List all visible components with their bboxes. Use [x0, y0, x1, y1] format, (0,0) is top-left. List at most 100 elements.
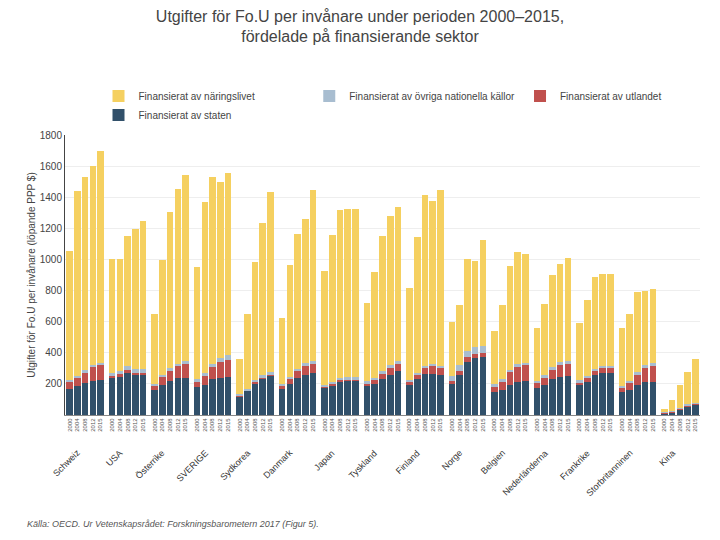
svg-text:Utgifter för Fo.U per invånare: Utgifter för Fo.U per invånare under per…: [156, 8, 564, 46]
svg-text:2000: 2000: [67, 418, 73, 432]
svg-text:2008: 2008: [422, 418, 428, 432]
svg-text:2008: 2008: [337, 418, 343, 432]
svg-text:2012: 2012: [600, 418, 606, 432]
svg-text:2008: 2008: [125, 418, 131, 432]
svg-text:2015: 2015: [352, 418, 358, 432]
svg-text:2012: 2012: [217, 418, 223, 432]
svg-text:2008: 2008: [82, 418, 88, 432]
svg-text:2000: 2000: [449, 418, 455, 432]
svg-text:2000: 2000: [619, 418, 625, 432]
svg-text:Nederländerna: Nederländerna: [501, 448, 550, 497]
svg-text:1600: 1600: [40, 161, 63, 172]
svg-text:2004: 2004: [117, 418, 123, 432]
svg-text:2015: 2015: [395, 418, 401, 432]
svg-text:1800: 1800: [40, 130, 63, 141]
svg-text:2004: 2004: [159, 418, 165, 432]
svg-text:2000: 2000: [661, 418, 667, 432]
svg-text:Tyskland: Tyskland: [347, 448, 379, 480]
svg-text:2015: 2015: [310, 418, 316, 432]
svg-text:200: 200: [45, 378, 62, 389]
svg-text:2004: 2004: [542, 418, 548, 432]
svg-text:1000: 1000: [40, 254, 63, 265]
svg-text:2008: 2008: [549, 418, 555, 432]
svg-text:2015: 2015: [97, 418, 103, 432]
svg-text:2012: 2012: [387, 418, 393, 432]
svg-text:1400: 1400: [40, 192, 63, 203]
svg-text:2008: 2008: [677, 418, 683, 432]
svg-text:Danmark: Danmark: [261, 447, 294, 480]
svg-text:2012: 2012: [685, 418, 691, 432]
svg-text:2012: 2012: [642, 418, 648, 432]
svg-text:2015: 2015: [480, 418, 486, 432]
svg-text:400: 400: [45, 347, 62, 358]
svg-text:SVERIGE: SVERIGE: [175, 448, 210, 483]
svg-text:2008: 2008: [252, 418, 258, 432]
svg-text:2008: 2008: [167, 418, 173, 432]
svg-text:2008: 2008: [507, 418, 513, 432]
svg-text:Källa: OECD. Ur Vetenskapsråde: Källa: OECD. Ur Vetenskapsrådet: Forskni…: [27, 519, 319, 529]
svg-text:2000: 2000: [152, 418, 158, 432]
svg-text:2015: 2015: [692, 418, 698, 432]
svg-text:1200: 1200: [40, 223, 63, 234]
svg-text:2012: 2012: [345, 418, 351, 432]
svg-text:2000: 2000: [237, 418, 243, 432]
svg-text:2000: 2000: [406, 418, 412, 432]
svg-text:2008: 2008: [634, 418, 640, 432]
svg-text:2012: 2012: [557, 418, 563, 432]
svg-text:Finansierat av utlandet: Finansierat av utlandet: [560, 91, 661, 102]
svg-text:Japan: Japan: [312, 448, 336, 472]
svg-text:2012: 2012: [260, 418, 266, 432]
svg-text:2012: 2012: [302, 418, 308, 432]
svg-text:2004: 2004: [372, 418, 378, 432]
svg-text:2000: 2000: [576, 418, 582, 432]
svg-text:Österrike: Österrike: [134, 448, 167, 481]
svg-text:Utgifter för Fo.U per invånare: Utgifter för Fo.U per invånare (löpande …: [26, 172, 37, 377]
svg-text:2015: 2015: [650, 418, 656, 432]
svg-text:Storbritanninen: Storbritanninen: [584, 448, 634, 498]
svg-text:2004: 2004: [244, 418, 250, 432]
svg-text:2012: 2012: [90, 418, 96, 432]
svg-text:2008: 2008: [379, 418, 385, 432]
svg-text:2004: 2004: [287, 418, 293, 432]
svg-text:2015: 2015: [182, 418, 188, 432]
svg-text:2015: 2015: [437, 418, 443, 432]
svg-text:2004: 2004: [329, 418, 335, 432]
svg-text:Finansierat av staten: Finansierat av staten: [139, 110, 232, 121]
svg-text:2000: 2000: [109, 418, 115, 432]
svg-text:Norge: Norge: [440, 448, 464, 472]
svg-text:2015: 2015: [225, 418, 231, 432]
svg-text:Finland: Finland: [394, 448, 422, 476]
svg-text:2008: 2008: [210, 418, 216, 432]
svg-text:2000: 2000: [279, 418, 285, 432]
svg-text:Belgien: Belgien: [479, 448, 507, 476]
svg-text:2000: 2000: [534, 418, 540, 432]
svg-text:2015: 2015: [565, 418, 571, 432]
svg-text:2004: 2004: [74, 418, 80, 432]
svg-text:2004: 2004: [499, 418, 505, 432]
svg-text:2012: 2012: [430, 418, 436, 432]
svg-text:2000: 2000: [364, 418, 370, 432]
svg-text:2012: 2012: [472, 418, 478, 432]
svg-text:2008: 2008: [294, 418, 300, 432]
svg-text:Finansierat av övriga nationel: Finansierat av övriga nationella källor: [349, 91, 515, 102]
svg-text:2004: 2004: [457, 418, 463, 432]
svg-text:2004: 2004: [627, 418, 633, 432]
svg-text:2000: 2000: [491, 418, 497, 432]
svg-text:Finansierat av näringslivet: Finansierat av näringslivet: [139, 91, 255, 102]
svg-text:2012: 2012: [132, 418, 138, 432]
svg-text:2000: 2000: [322, 418, 328, 432]
svg-text:2008: 2008: [464, 418, 470, 432]
svg-text:2015: 2015: [607, 418, 613, 432]
svg-text:2004: 2004: [669, 418, 675, 432]
svg-text:2015: 2015: [140, 418, 146, 432]
svg-text:Sydkorea: Sydkorea: [218, 448, 252, 482]
svg-text:2015: 2015: [267, 418, 273, 432]
svg-text:2015: 2015: [522, 418, 528, 432]
svg-text:2004: 2004: [584, 418, 590, 432]
svg-text:2012: 2012: [175, 418, 181, 432]
svg-text:600: 600: [45, 316, 62, 327]
svg-text:Schweiz: Schweiz: [51, 447, 82, 478]
svg-text:USA: USA: [104, 448, 124, 468]
svg-text:2008: 2008: [592, 418, 598, 432]
svg-text:2004: 2004: [414, 418, 420, 432]
